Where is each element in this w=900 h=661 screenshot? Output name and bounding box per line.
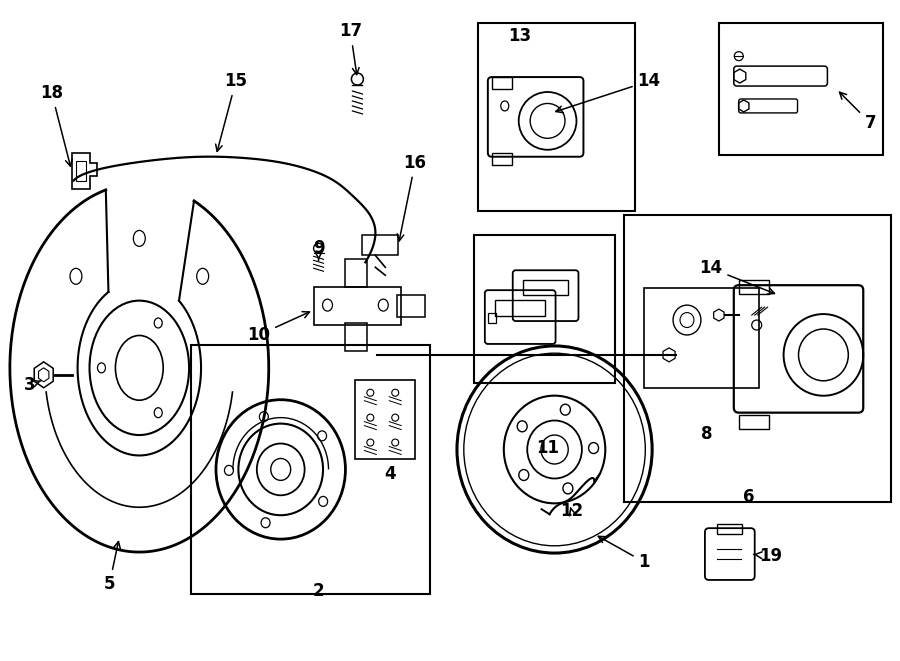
- Text: 19: 19: [753, 547, 782, 565]
- Text: 2: 2: [312, 582, 324, 600]
- Text: 14: 14: [699, 259, 774, 294]
- Bar: [478, 23, 635, 210]
- Bar: [495, 300, 544, 316]
- Bar: [397, 295, 425, 317]
- Text: 9: 9: [312, 239, 324, 260]
- Text: 1: 1: [598, 536, 650, 571]
- Bar: [719, 23, 883, 155]
- Bar: [739, 280, 769, 294]
- Bar: [76, 161, 86, 180]
- Bar: [346, 323, 367, 351]
- Text: 11: 11: [536, 438, 559, 457]
- Bar: [363, 235, 398, 255]
- Bar: [739, 414, 769, 428]
- Bar: [491, 77, 512, 89]
- Bar: [491, 153, 512, 165]
- Text: 10: 10: [248, 312, 310, 344]
- Text: 14: 14: [556, 72, 661, 112]
- Text: 12: 12: [560, 502, 583, 520]
- Text: 16: 16: [397, 154, 427, 241]
- Text: 7: 7: [840, 92, 876, 132]
- Text: 3: 3: [24, 375, 41, 394]
- Text: 6: 6: [743, 488, 754, 506]
- Bar: [717, 524, 742, 534]
- Text: 13: 13: [508, 27, 531, 45]
- Text: 18: 18: [40, 84, 72, 167]
- Bar: [356, 380, 415, 459]
- Bar: [346, 259, 367, 287]
- Bar: [625, 215, 891, 502]
- Bar: [191, 345, 430, 594]
- Text: 15: 15: [216, 72, 248, 151]
- Text: 17: 17: [339, 22, 362, 75]
- Bar: [313, 287, 401, 325]
- Text: 8: 8: [701, 424, 713, 443]
- Bar: [488, 313, 496, 323]
- Text: 4: 4: [384, 465, 396, 483]
- Bar: [474, 235, 616, 383]
- Text: 5: 5: [104, 541, 121, 593]
- Bar: [523, 280, 568, 295]
- Bar: [644, 288, 759, 388]
